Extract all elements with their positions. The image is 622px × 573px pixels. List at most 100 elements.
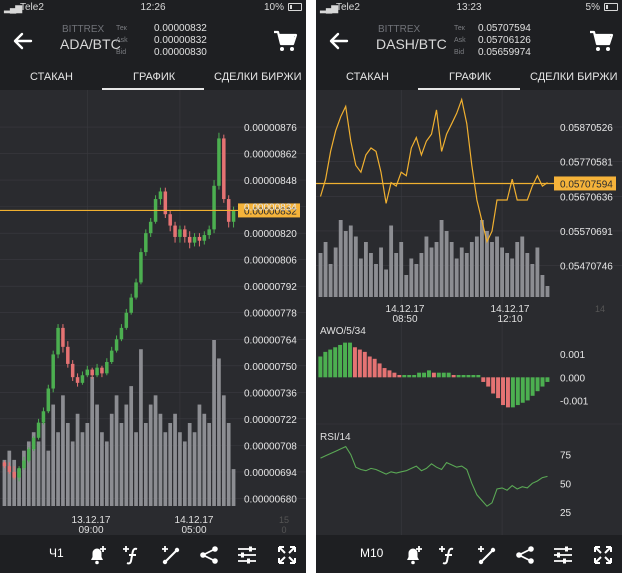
indicator-function-icon[interactable]: [122, 544, 144, 566]
volume-bar: [449, 242, 454, 297]
awo-bar: [348, 342, 352, 378]
back-arrow-icon[interactable]: [10, 28, 36, 54]
volume-bar: [221, 395, 226, 506]
candle-body: [51, 354, 55, 389]
x-tick-time-2: 05:00: [181, 525, 206, 535]
back-arrow-icon[interactable]: [326, 28, 352, 54]
y-tick-label: 0.00000722: [244, 415, 297, 426]
volume-bar: [540, 275, 545, 297]
volume-bar: [333, 247, 338, 297]
volume-bar: [429, 247, 434, 297]
indicator-function-icon[interactable]: [438, 544, 460, 566]
candle-body: [163, 191, 168, 215]
volume-bar: [525, 253, 530, 297]
fullscreen-icon[interactable]: [592, 544, 614, 566]
awo-bar: [367, 356, 372, 378]
awo-bar: [357, 349, 362, 378]
awo-bar: [496, 377, 501, 399]
volume-bar: [490, 242, 494, 297]
awo-bar: [466, 375, 471, 378]
tab-order-book[interactable]: СТАКАН: [30, 71, 73, 83]
candle-body: [12, 471, 16, 478]
candle-body: [217, 138, 221, 186]
candle-body: [36, 422, 41, 438]
candle-body: [119, 327, 124, 340]
battery-percent: 10%: [263, 2, 284, 13]
awo-bar: [471, 375, 476, 378]
x-tick-date-1: 14.12.17: [386, 304, 425, 315]
candle-body: [56, 327, 60, 355]
price-chart[interactable]: 0.00000832 0.00000876 0.00000862 0.0000084…: [0, 90, 306, 536]
awo-bar: [436, 372, 441, 378]
timeframe-button[interactable]: М10: [360, 546, 384, 560]
tab-order-book[interactable]: СТАКАН: [346, 71, 389, 83]
status-bar: ▂▄▆ Tele2 12:26 10%: [0, 0, 306, 16]
rsi-indicator-label: RSI/14: [320, 432, 351, 443]
volume-scale-sub: 0: [281, 525, 286, 535]
volume-bar: [187, 423, 192, 506]
y-tick-label: 0.05570691: [560, 227, 613, 238]
cart-icon[interactable]: [588, 28, 614, 54]
awo-bar: [486, 377, 491, 387]
x-tick-time-1: 09:00: [78, 525, 103, 535]
settings-sliders-icon[interactable]: [236, 544, 258, 566]
candle-body: [148, 221, 153, 234]
volume-bar: [439, 220, 444, 297]
awo-bar: [328, 349, 333, 378]
candle-body: [158, 191, 163, 200]
draw-line-icon[interactable]: [160, 544, 182, 566]
share-icon[interactable]: [514, 544, 536, 566]
draw-line-icon[interactable]: [476, 544, 498, 566]
y-tick-label: 0.00000708: [244, 441, 297, 452]
share-icon[interactable]: [198, 544, 220, 566]
volume-bar: [2, 459, 7, 506]
app-header: BITTREX DASH/BTC Тек 0.05707594 Ask 0.05…: [316, 16, 622, 66]
volume-bar: [353, 236, 358, 297]
candle-body: [173, 225, 177, 237]
candle-body: [70, 363, 75, 378]
tab-exchange-trades[interactable]: СДЕЛКИ БИРЖИ: [530, 71, 618, 83]
awo-bar: [318, 356, 323, 378]
cart-icon[interactable]: [272, 28, 298, 54]
volume-scale-label: 15: [279, 515, 289, 525]
awo-bar: [491, 377, 496, 394]
candle-body: [7, 466, 12, 472]
volume-bar: [474, 236, 479, 297]
ask-value: 0.00000832: [154, 35, 207, 46]
alert-bell-icon[interactable]: [86, 544, 108, 566]
volume-bar: [485, 231, 489, 297]
volume-bar: [469, 242, 474, 297]
volume-bar: [399, 242, 404, 297]
volume-scale-label: 14: [595, 304, 605, 314]
awo-bar: [323, 351, 328, 378]
timeframe-button[interactable]: Ч1: [49, 546, 64, 560]
fullscreen-icon[interactable]: [276, 544, 298, 566]
line-chart-with-indicators[interactable]: 0.05707594 0.05870526 0.05770581 0.0567063…: [316, 90, 622, 535]
x-tick-time-2: 12:10: [497, 314, 522, 325]
ask-label: Ask: [454, 37, 466, 44]
volume-bar: [26, 441, 31, 506]
candle-body: [66, 346, 70, 364]
candle-body: [17, 468, 21, 478]
volume-bar: [530, 264, 535, 297]
settings-sliders-icon[interactable]: [552, 544, 574, 566]
bid-value: 0.00000830: [154, 47, 207, 58]
tab-chart[interactable]: ГРАФИК: [449, 71, 492, 83]
candlestick-chart[interactable]: 0.00000832 0.00000876 0.00000862 0.0000084…: [0, 90, 306, 536]
awo-bar: [525, 377, 530, 401]
candle-body: [100, 367, 104, 374]
price-chart[interactable]: 0.05707594 0.05870526 0.05770581 0.0567063…: [316, 90, 622, 535]
candle-body: [90, 369, 94, 376]
volume-bar: [444, 231, 449, 297]
awo-bar: [382, 368, 387, 378]
volume-bar: [80, 432, 85, 506]
signal-icon: ▂▄▆: [4, 3, 22, 13]
alert-bell-icon[interactable]: [402, 544, 424, 566]
y-tick-label: 0.00000778: [244, 309, 297, 320]
tab-chart[interactable]: ГРАФИК: [133, 71, 176, 83]
candle-body: [75, 377, 80, 383]
pair-name: ADA/BTC: [60, 36, 121, 52]
y-tick-label: 0.00000848: [244, 176, 297, 187]
last-value: 0.00000832: [154, 23, 207, 34]
tab-exchange-trades[interactable]: СДЕЛКИ БИРЖИ: [214, 71, 302, 83]
